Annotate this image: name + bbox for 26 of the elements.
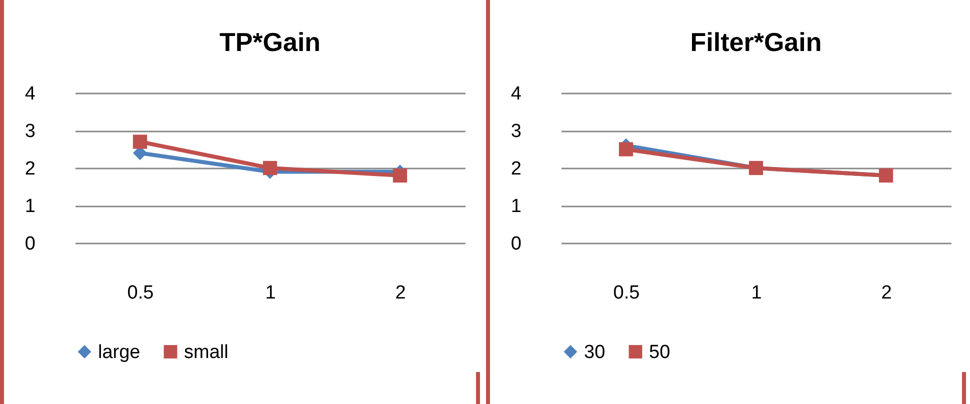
y-tick-label: 0 xyxy=(510,234,522,254)
point xyxy=(132,134,148,149)
x-tick-label: 0.5 xyxy=(613,282,640,304)
x-tick-label: 2 xyxy=(395,282,406,304)
y-tick-label: 0 xyxy=(24,234,36,254)
point xyxy=(262,160,278,176)
y-tick-label: 4 xyxy=(510,84,522,104)
x-tick-label: 1 xyxy=(751,282,762,304)
point xyxy=(392,168,408,183)
y-tick-label: 3 xyxy=(510,121,522,142)
y-tick-label: 4 xyxy=(24,84,36,104)
x-tick-label: 2 xyxy=(881,282,892,304)
legend-label: large xyxy=(98,342,140,363)
legend-label: 30 xyxy=(584,342,606,363)
legend-label: 50 xyxy=(649,342,670,363)
y-tick-label: 2 xyxy=(510,158,522,180)
chart-title: TP*Gain xyxy=(219,27,321,57)
y-tick-label: 1 xyxy=(24,196,36,217)
legend-label: small xyxy=(184,342,228,363)
point xyxy=(618,142,634,156)
y-tick-label: 2 xyxy=(24,158,36,180)
x-tick-label: 0.5 xyxy=(127,282,154,304)
x-tick-label: 1 xyxy=(265,282,276,304)
y-tick-label: 1 xyxy=(510,196,522,217)
y-tick-label: 3 xyxy=(24,121,36,142)
chart-title: Filter*Gain xyxy=(690,27,822,57)
